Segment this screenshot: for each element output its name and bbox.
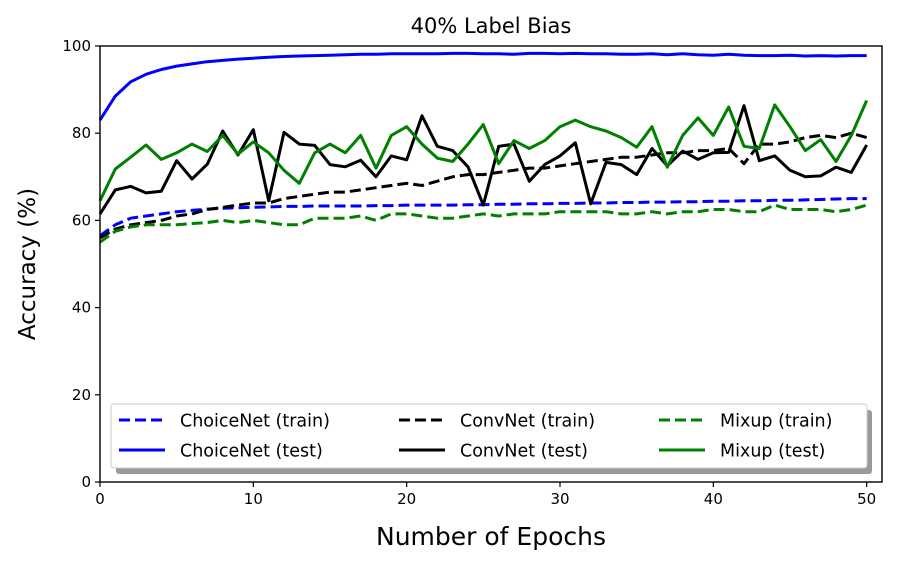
x-axis-title: Number of Epochs xyxy=(376,522,606,551)
legend-label-mixup-train: Mixup (train) xyxy=(720,412,832,432)
y-tick-label: 40 xyxy=(72,299,91,317)
plot-frame xyxy=(99,45,883,483)
y-tick-label: 20 xyxy=(72,386,91,404)
legend: ChoiceNet (train) ChoiceNet (test) ConvNet… xyxy=(110,403,872,474)
x-tick-label: 50 xyxy=(857,490,876,508)
legend-items: ChoiceNet (train) ChoiceNet (test) ConvNet… xyxy=(119,412,832,462)
series-line-convnet-test xyxy=(98,104,869,215)
x-tick-label: 40 xyxy=(704,490,723,508)
legend-label-convnet-test: ConvNet (test) xyxy=(460,442,588,462)
legend-label-convnet-train: ConvNet (train) xyxy=(460,412,595,432)
series-line-convnet-train xyxy=(99,131,868,240)
legend-label-choicenet-test: ChoiceNet (test) xyxy=(180,442,323,462)
x-tick-label: 0 xyxy=(95,490,105,508)
y-tick-label: 100 xyxy=(62,37,91,55)
x-tick-label: 10 xyxy=(244,490,263,508)
y-tick-label: 60 xyxy=(72,211,91,229)
y-axis-title: Accuracy (%) xyxy=(15,188,41,340)
legend-label-choicenet-train: ChoiceNet (train) xyxy=(180,412,330,432)
series-line-mixup-test xyxy=(98,99,869,202)
ticks-layer: 0 10 20 30 40 50 0 20 40 60 80 100 xyxy=(62,37,876,508)
series-line-mixup-train xyxy=(99,203,868,244)
x-tick-label: 20 xyxy=(397,490,416,508)
legend-label-mixup-test: Mixup (test) xyxy=(720,442,825,462)
series-line-choicenet-test xyxy=(98,51,867,121)
y-tick-label: 0 xyxy=(81,473,91,491)
x-tick-label: 30 xyxy=(550,490,569,508)
series-layer xyxy=(98,51,869,244)
chart-title: 40% Label Bias xyxy=(411,14,572,38)
y-tick-label: 80 xyxy=(72,124,91,142)
